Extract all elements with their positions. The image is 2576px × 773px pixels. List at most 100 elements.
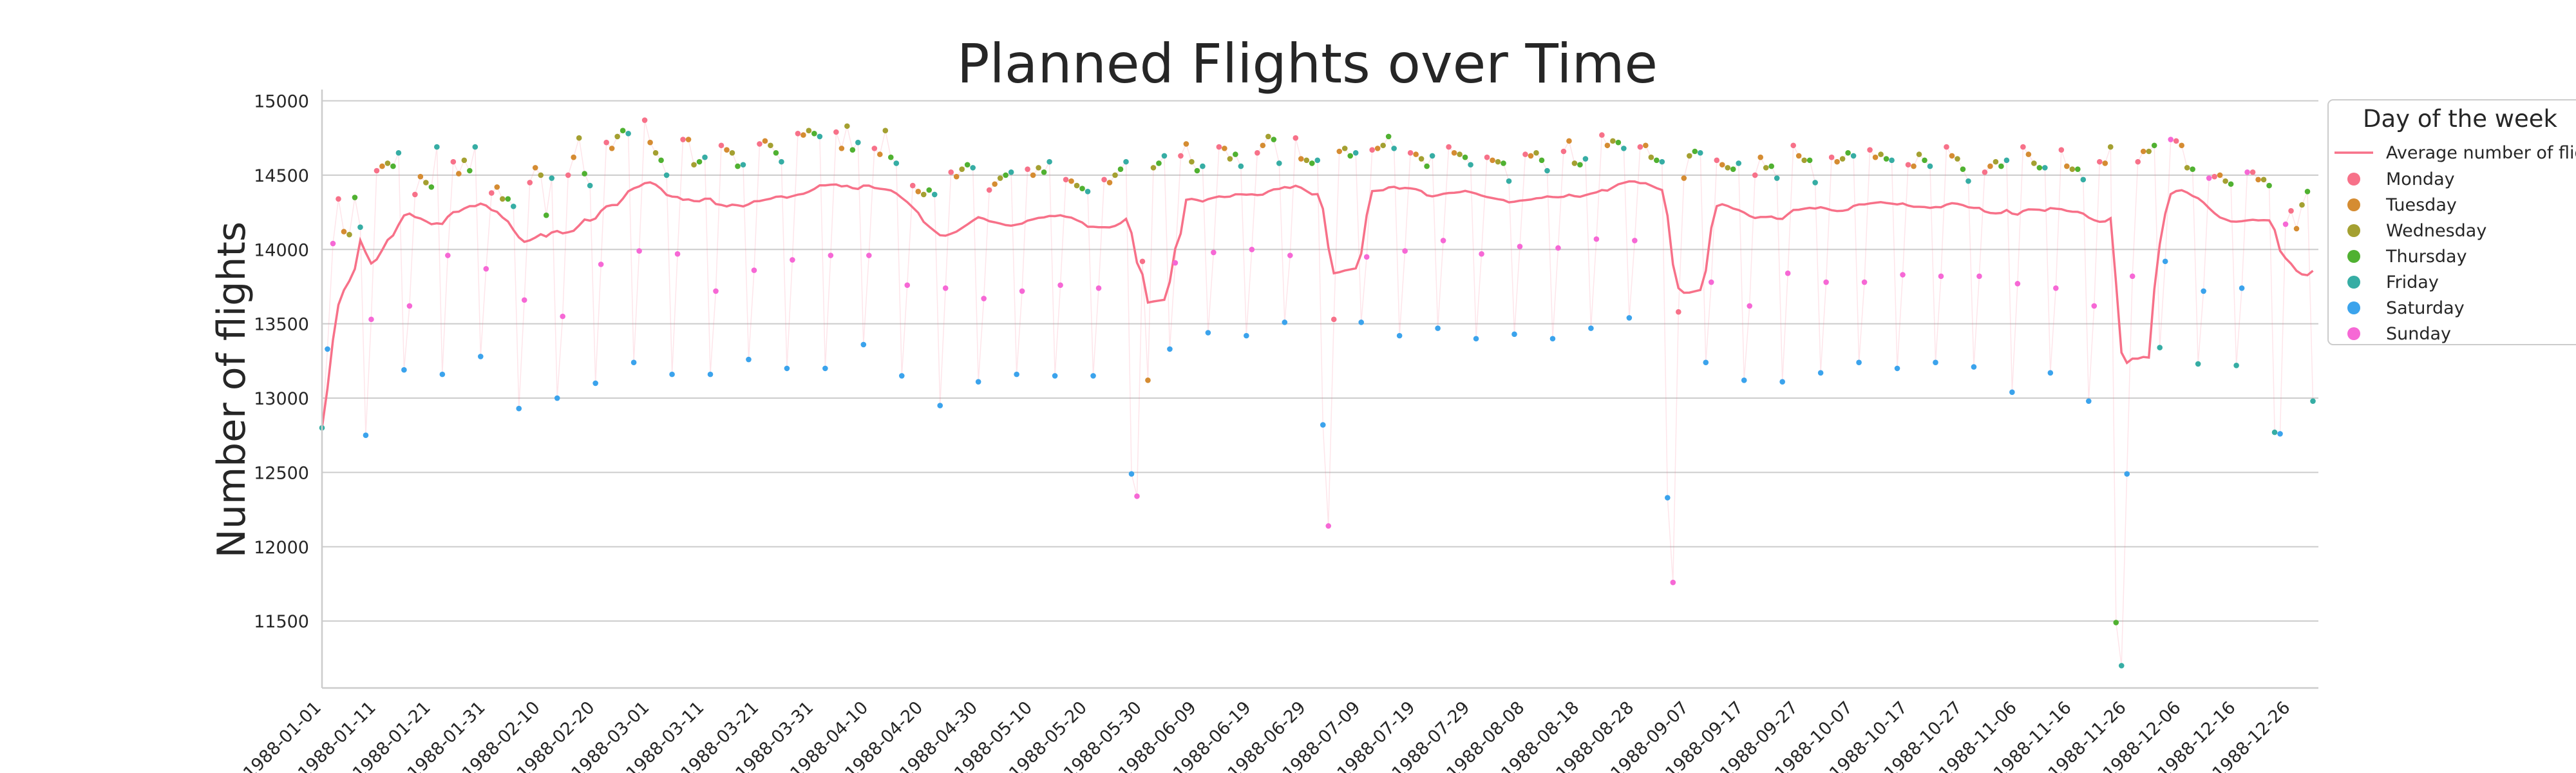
point-tuesday xyxy=(2293,225,2300,232)
point-friday xyxy=(1046,158,1052,165)
point-thursday xyxy=(467,167,473,174)
point-monday xyxy=(1905,162,1911,168)
point-monday xyxy=(1676,309,1681,315)
point-thursday xyxy=(1577,162,1583,168)
point-thursday xyxy=(390,163,396,169)
point-wednesday xyxy=(614,133,620,140)
legend-label-thursday: Thursday xyxy=(2385,247,2467,267)
point-thursday xyxy=(1156,160,1162,166)
point-tuesday xyxy=(2025,151,2032,157)
point-thursday xyxy=(1998,163,2004,169)
point-monday xyxy=(1216,144,1222,150)
y-tick-14000: 14000 xyxy=(254,240,309,260)
point-wednesday xyxy=(1533,150,1539,156)
point-monday xyxy=(565,172,571,178)
point-monday xyxy=(1944,144,1949,150)
point-tuesday xyxy=(1604,142,1611,149)
legend-marker-saturday xyxy=(2347,301,2360,314)
point-tuesday xyxy=(2179,142,2184,149)
point-monday xyxy=(1790,142,1796,149)
point-wednesday xyxy=(1571,160,1578,166)
point-saturday xyxy=(669,371,675,377)
point-friday xyxy=(817,133,823,140)
point-sunday xyxy=(445,253,451,258)
point-tuesday xyxy=(877,151,883,157)
point-friday xyxy=(1927,163,1933,169)
point-wednesday xyxy=(2031,160,2037,166)
point-wednesday xyxy=(1112,172,1118,178)
point-saturday xyxy=(975,379,981,385)
point-sunday xyxy=(1670,579,1676,586)
point-tuesday xyxy=(1068,178,1074,184)
point-tuesday xyxy=(2217,172,2223,178)
point-thursday xyxy=(2151,142,2157,149)
point-friday xyxy=(1276,160,1282,166)
point-monday xyxy=(757,141,762,147)
point-monday xyxy=(2173,138,2179,144)
point-thursday xyxy=(1041,169,1047,175)
point-saturday xyxy=(1971,364,1977,370)
point-tuesday xyxy=(609,146,615,151)
point-tuesday xyxy=(532,165,538,171)
point-thursday xyxy=(1117,166,1124,172)
point-thursday xyxy=(1845,150,1851,156)
point-tuesday xyxy=(1528,153,1534,159)
point-wednesday xyxy=(1189,158,1195,165)
point-saturday xyxy=(1282,320,1288,325)
point-friday xyxy=(2310,398,2316,404)
point-thursday xyxy=(428,184,435,190)
point-friday xyxy=(1659,158,1665,165)
point-tuesday xyxy=(456,171,462,177)
point-wednesday xyxy=(1227,156,1233,162)
point-sunday xyxy=(1402,248,1408,254)
legend-marker-sunday xyxy=(2347,327,2360,340)
point-monday xyxy=(603,139,609,146)
point-wednesday xyxy=(1801,157,1807,164)
point-saturday xyxy=(707,371,714,377)
point-sunday xyxy=(521,297,527,303)
point-saturday xyxy=(1741,377,1747,383)
point-wednesday xyxy=(461,157,468,164)
legend-label-tuesday: Tuesday xyxy=(2385,195,2457,215)
point-monday xyxy=(833,129,839,135)
legend: Day of the week Average number of flight… xyxy=(2327,99,2576,345)
point-thursday xyxy=(1194,167,1200,174)
y-tick-12000: 12000 xyxy=(254,538,309,558)
point-tuesday xyxy=(992,181,998,187)
point-wednesday xyxy=(1955,156,1960,162)
point-monday xyxy=(2288,207,2294,214)
point-sunday xyxy=(1708,279,1714,285)
point-thursday xyxy=(1385,133,1392,140)
point-thursday xyxy=(1768,163,1774,169)
legend-marker-friday xyxy=(2347,276,2360,289)
point-wednesday xyxy=(882,128,889,133)
point-thursday xyxy=(1233,151,1238,157)
point-monday xyxy=(1139,258,1146,265)
point-wednesday xyxy=(1993,158,1999,165)
point-sunday xyxy=(1134,493,1140,499)
legend-label-wednesday: Wednesday xyxy=(2386,221,2486,241)
point-sunday xyxy=(1976,273,1982,280)
point-saturday xyxy=(1090,373,1096,379)
point-monday xyxy=(1982,169,1988,175)
point-thursday xyxy=(1003,172,1009,178)
point-sunday xyxy=(1363,254,1370,260)
point-friday xyxy=(2003,157,2010,164)
point-saturday xyxy=(2047,370,2054,376)
point-saturday xyxy=(1473,336,1479,342)
point-tuesday xyxy=(1374,146,1381,151)
point-saturday xyxy=(2201,288,2206,294)
point-saturday xyxy=(1435,325,1441,331)
point-tuesday xyxy=(2255,177,2261,183)
point-thursday xyxy=(849,147,856,153)
point-thursday xyxy=(1079,186,1085,191)
point-friday xyxy=(1200,163,1206,169)
point-tuesday xyxy=(341,229,347,234)
point-saturday xyxy=(860,341,867,348)
point-monday xyxy=(1178,153,1184,159)
point-monday xyxy=(412,191,418,198)
point-sunday xyxy=(1938,273,1944,280)
point-tuesday xyxy=(1795,153,1802,159)
point-wednesday xyxy=(1725,165,1731,171)
